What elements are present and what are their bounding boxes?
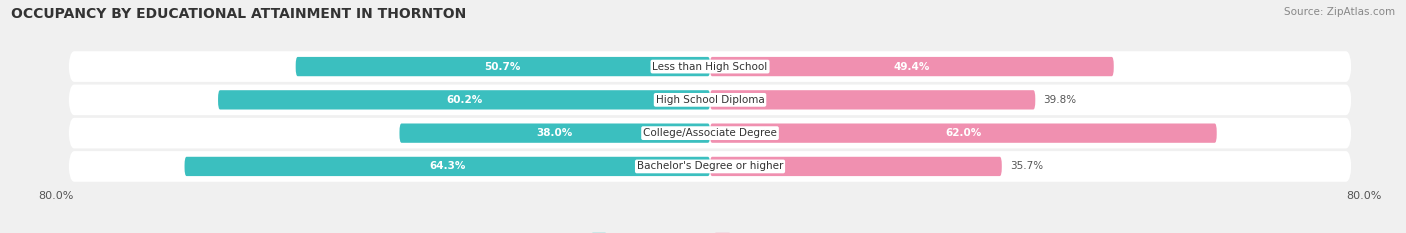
Text: 38.0%: 38.0% [537, 128, 572, 138]
FancyBboxPatch shape [399, 123, 710, 143]
FancyBboxPatch shape [710, 157, 1002, 176]
Text: Bachelor's Degree or higher: Bachelor's Degree or higher [637, 161, 783, 171]
Text: 60.2%: 60.2% [446, 95, 482, 105]
FancyBboxPatch shape [710, 90, 1035, 110]
FancyBboxPatch shape [69, 51, 1351, 82]
Text: 62.0%: 62.0% [945, 128, 981, 138]
Text: 35.7%: 35.7% [1010, 161, 1043, 171]
Text: 49.4%: 49.4% [894, 62, 931, 72]
FancyBboxPatch shape [710, 123, 1216, 143]
Text: Less than High School: Less than High School [652, 62, 768, 72]
FancyBboxPatch shape [69, 151, 1351, 182]
Text: 64.3%: 64.3% [429, 161, 465, 171]
Text: OCCUPANCY BY EDUCATIONAL ATTAINMENT IN THORNTON: OCCUPANCY BY EDUCATIONAL ATTAINMENT IN T… [11, 7, 467, 21]
Text: High School Diploma: High School Diploma [655, 95, 765, 105]
Text: College/Associate Degree: College/Associate Degree [643, 128, 778, 138]
Text: Source: ZipAtlas.com: Source: ZipAtlas.com [1284, 7, 1395, 17]
Text: 50.7%: 50.7% [485, 62, 522, 72]
FancyBboxPatch shape [69, 85, 1351, 115]
Text: 39.8%: 39.8% [1043, 95, 1077, 105]
FancyBboxPatch shape [218, 90, 710, 110]
FancyBboxPatch shape [295, 57, 710, 76]
FancyBboxPatch shape [710, 57, 1114, 76]
FancyBboxPatch shape [184, 157, 710, 176]
FancyBboxPatch shape [69, 118, 1351, 148]
